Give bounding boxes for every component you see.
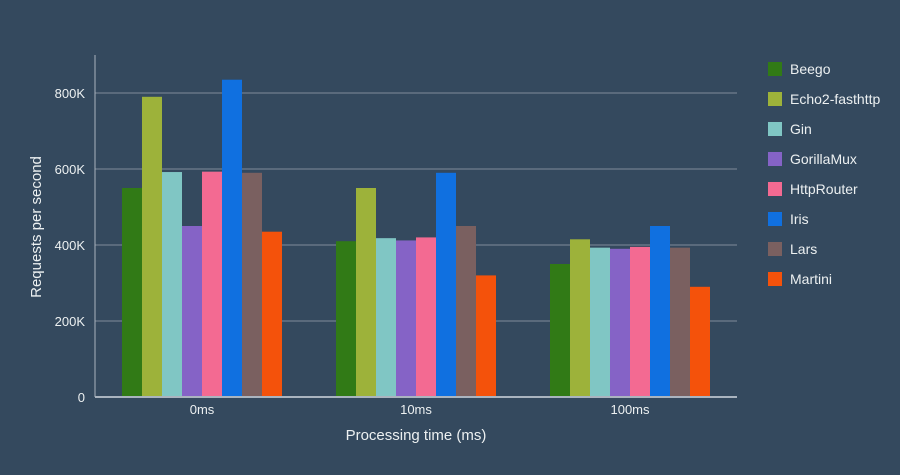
legend-swatch: [768, 272, 782, 286]
bar-echo2-fasthttp-0ms: [142, 96, 162, 398]
bar-martini-10ms: [476, 275, 496, 397]
bar-gorillamux-10ms: [396, 240, 416, 397]
legend-item: Lars: [768, 234, 880, 264]
bar-iris-100ms: [650, 226, 670, 397]
bar-lars-10ms: [456, 226, 476, 397]
x-tick-label: 100ms: [610, 402, 650, 417]
bar-echo2-fasthttp-100ms: [570, 239, 590, 397]
legend-label: HttpRouter: [790, 181, 858, 197]
bar-echo2-fasthttp-10ms: [356, 188, 376, 397]
y-tick-label: 200K: [55, 314, 86, 329]
bar-httprouter-100ms: [630, 246, 650, 397]
bar-gorillamux-100ms: [610, 248, 630, 397]
y-tick-label: 0: [78, 390, 85, 405]
bar-gin-100ms: [590, 247, 610, 397]
bar-lars-0ms: [242, 172, 262, 397]
legend-item: Iris: [768, 204, 880, 234]
legend-label: Echo2-fasthttp: [790, 91, 881, 107]
legend-label: GorillaMux: [790, 151, 857, 167]
y-tick-label: 400K: [55, 238, 86, 253]
legend-item: GorillaMux: [768, 144, 880, 174]
bar-gin-0ms: [162, 172, 182, 397]
bar-martini-0ms: [262, 231, 282, 397]
bars-layer: [122, 79, 710, 398]
legend-swatch: [768, 152, 782, 166]
y-tick-label: 600K: [55, 162, 86, 177]
legend-item: Echo2-fasthttp: [768, 84, 880, 114]
bar-httprouter-0ms: [202, 171, 222, 397]
legend-swatch: [768, 212, 782, 226]
bar-iris-10ms: [436, 172, 456, 397]
x-tick-label: 10ms: [400, 402, 432, 417]
legend-swatch: [768, 92, 782, 106]
bar-iris-0ms: [222, 79, 242, 397]
y-axis-title: Requests per second: [28, 156, 45, 298]
bar-lars-100ms: [670, 247, 690, 397]
bar-gin-10ms: [376, 238, 396, 397]
bar-martini-100ms: [690, 286, 710, 397]
legend-label: Martini: [790, 271, 833, 287]
legend-swatch: [768, 62, 782, 76]
legend-swatch: [768, 122, 782, 136]
legend-item: Beego: [768, 54, 880, 84]
bar-beego-0ms: [122, 188, 142, 397]
bar-beego-100ms: [550, 264, 570, 397]
bar-gorillamux-0ms: [182, 226, 202, 397]
legend-label: Beego: [790, 61, 831, 77]
legend: Beego Echo2-fasthttp Gin GorillaMux HttpRout…: [768, 54, 880, 294]
bar-beego-10ms: [336, 241, 356, 397]
legend-item: Martini: [768, 264, 880, 294]
legend-label: Iris: [790, 211, 809, 227]
legend-label: Lars: [790, 241, 818, 257]
legend-item: HttpRouter: [768, 174, 880, 204]
legend-item: Gin: [768, 114, 880, 144]
bar-httprouter-10ms: [416, 237, 436, 397]
x-axis-title: Processing time (ms): [346, 427, 487, 444]
axes-layer: 0 200K 400K 600K 800K 0ms 10ms 100ms: [55, 55, 737, 417]
x-tick-label: 0ms: [190, 402, 215, 417]
legend-swatch: [768, 182, 782, 196]
y-tick-label: 800K: [55, 86, 86, 101]
legend-swatch: [768, 242, 782, 256]
legend-label: Gin: [790, 121, 812, 137]
